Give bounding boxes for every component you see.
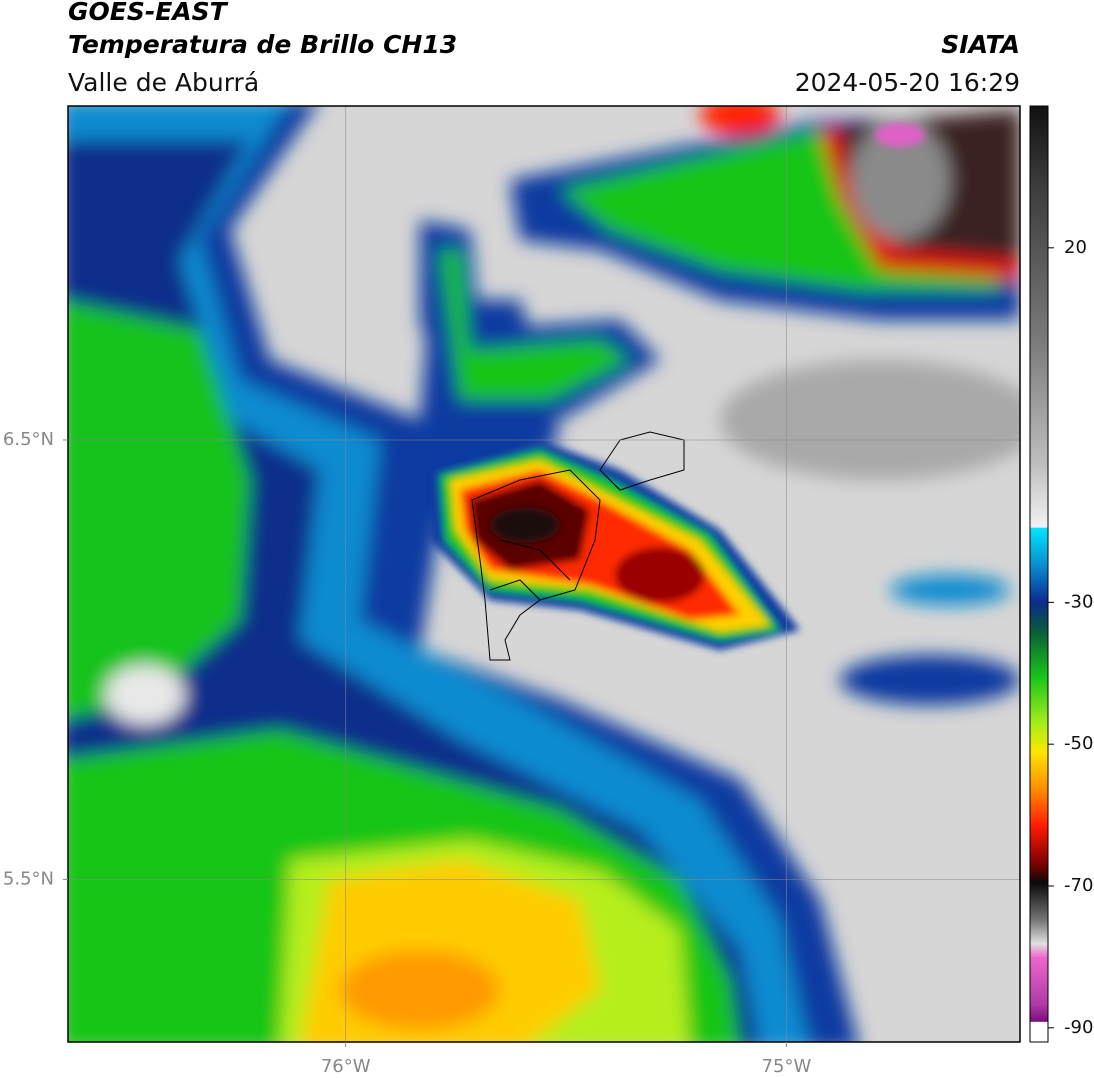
lon-label: 76°W <box>321 1056 371 1077</box>
colorbar-label: -70 <box>1064 875 1093 896</box>
region: Valle de Aburrá <box>68 68 259 97</box>
map-frame <box>67 105 1021 1043</box>
colorbar <box>1029 105 1049 1043</box>
colorbar-label: -30 <box>1064 591 1093 612</box>
lat-label: 6.5°N <box>3 429 54 450</box>
satellite-image <box>68 106 1020 1042</box>
colorbar-label: -90 <box>1064 1017 1093 1038</box>
lat-label: 5.5°N <box>3 868 54 889</box>
source: SIATA <box>941 30 1020 59</box>
colorbar-label: 20 <box>1064 237 1087 258</box>
subtitle: Temperatura de Brillo CH13 <box>68 30 457 59</box>
datetime: 2024-05-20 16:29 <box>795 68 1020 97</box>
title: GOES-EAST <box>68 0 229 26</box>
colorbar-label: -50 <box>1064 733 1093 754</box>
municipality-boundaries <box>471 431 685 661</box>
graticule <box>68 106 1020 1042</box>
lon-label: 75°W <box>762 1056 812 1077</box>
